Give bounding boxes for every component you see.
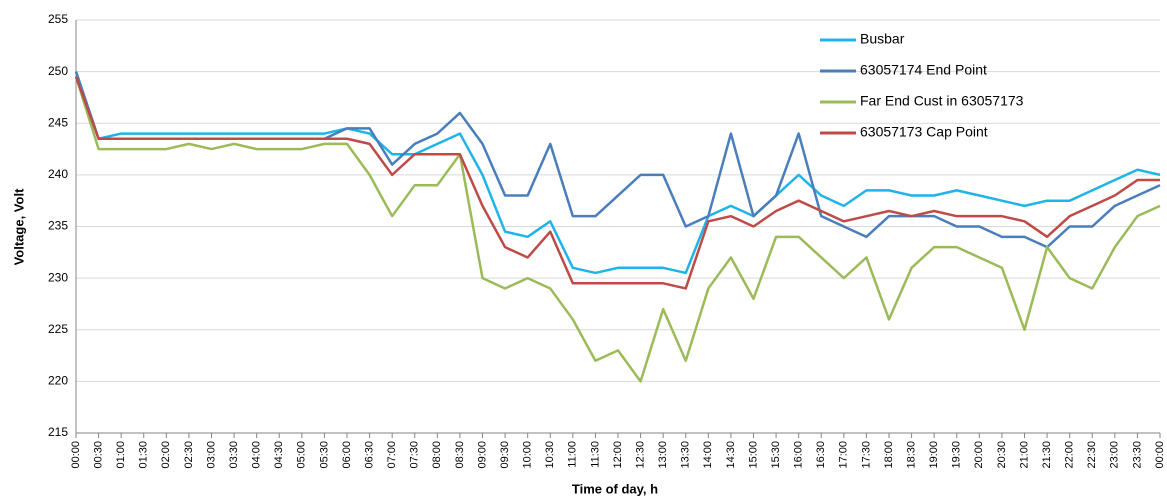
legend-label: Busbar: [860, 31, 905, 47]
legend-label: 63057174 End Point: [860, 62, 987, 78]
x-tick-label: 18:30: [905, 441, 917, 469]
y-tick-label: 220: [48, 374, 68, 388]
x-tick-label: 04:30: [273, 441, 285, 469]
x-tick-label: 01:00: [115, 441, 127, 469]
x-tick-label: 16:00: [793, 441, 805, 469]
x-tick-label: 09:00: [476, 441, 488, 469]
y-tick-label: 235: [48, 219, 68, 233]
x-tick-label: 16:30: [815, 441, 827, 469]
x-tick-label: 17:00: [838, 441, 850, 469]
x-axis-title: Time of day, h: [572, 481, 658, 496]
x-tick-label: 18:00: [883, 441, 895, 469]
x-tick-label: 09:30: [499, 441, 511, 469]
x-tick-label: 06:30: [363, 441, 375, 469]
x-tick-label: 14:00: [702, 441, 714, 469]
y-tick-label: 225: [48, 322, 68, 336]
x-tick-label: 00:00: [70, 441, 82, 469]
x-tick-label: 17:30: [860, 441, 872, 469]
x-tick-label: 22:00: [1064, 441, 1076, 469]
x-tick-label: 02:30: [183, 441, 195, 469]
x-tick-label: 03:30: [228, 441, 240, 469]
x-tick-label: 13:00: [657, 441, 669, 469]
series-line: [74, 76, 1160, 290]
x-tick-label: 22:30: [1086, 441, 1098, 469]
series-line: [74, 76, 1161, 383]
x-tick-label: 15:00: [747, 441, 759, 469]
x-tick-label: 02:00: [160, 441, 172, 469]
x-tick-label: 23:00: [1109, 441, 1121, 469]
legend-label: Far End Cust in 63057173: [860, 93, 1024, 109]
y-tick-label: 240: [48, 167, 68, 181]
x-tick-label: 20:30: [996, 441, 1008, 469]
x-tick-label: 07:00: [386, 441, 398, 469]
x-tick-label: 19:00: [928, 441, 940, 469]
x-tick-label: 21:30: [1041, 441, 1053, 469]
x-tick-label: 10:30: [544, 441, 556, 469]
x-tick-label: 10:00: [522, 441, 534, 469]
x-tick-label: 15:30: [770, 441, 782, 469]
x-tick-label: 12:30: [634, 441, 646, 469]
x-tick-label: 08:30: [454, 441, 466, 469]
x-tick-label: 05:30: [318, 441, 330, 469]
x-tick-label: 06:00: [341, 441, 353, 469]
x-tick-label: 11:30: [589, 441, 601, 468]
legend-label: 63057173 Cap Point: [860, 124, 988, 140]
x-tick-label: 13:30: [680, 441, 692, 469]
x-tick-label: 20:00: [973, 441, 985, 469]
x-tick-label: 23:30: [1131, 441, 1143, 469]
y-tick-label: 215: [48, 425, 68, 439]
x-tick-label: 14:30: [725, 441, 737, 469]
x-tick-label: 21:00: [1018, 441, 1030, 469]
x-tick-label: 00:00: [1154, 441, 1166, 469]
x-tick-label: 00:30: [92, 441, 104, 469]
x-tick-label: 11:00: [567, 441, 579, 468]
x-tick-label: 05:00: [296, 441, 308, 469]
x-tick-label: 07:30: [409, 441, 421, 469]
x-tick-label: 12:00: [612, 441, 624, 469]
x-tick-label: 08:00: [431, 441, 443, 469]
x-tick-label: 01:30: [138, 441, 150, 469]
y-axis-title: Voltage, Volt: [11, 188, 26, 265]
x-tick-label: 04:00: [251, 441, 263, 469]
series-line: [74, 71, 1161, 275]
x-tick-label: 19:30: [951, 441, 963, 469]
y-tick-label: 245: [48, 115, 68, 129]
y-tick-label: 250: [48, 64, 68, 78]
y-tick-label: 255: [48, 12, 68, 26]
y-tick-label: 230: [48, 270, 68, 284]
x-tick-label: 03:00: [205, 441, 217, 469]
